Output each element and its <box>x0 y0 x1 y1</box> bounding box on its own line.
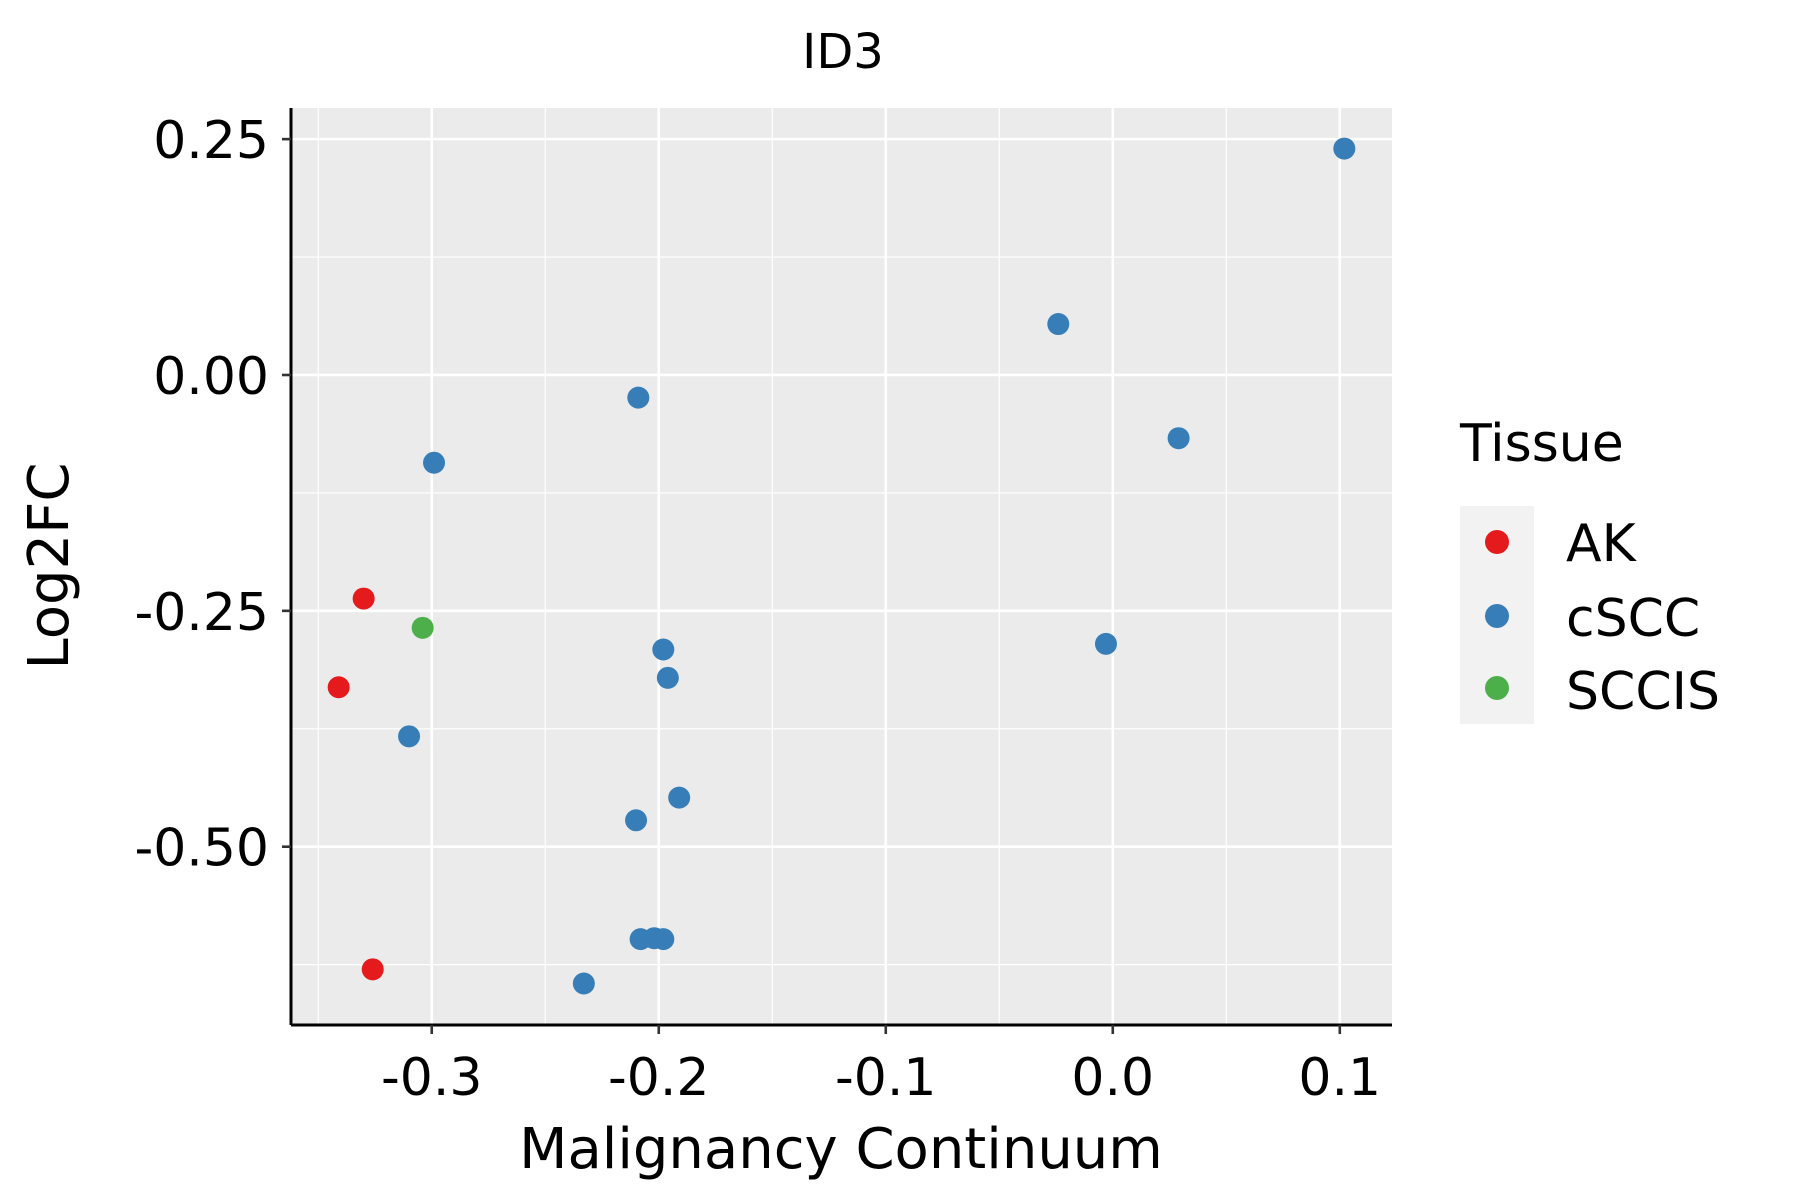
legend-label-ak: AK <box>1566 514 1638 574</box>
legend: Tissue AK cSCC SCCIS <box>1459 414 1720 724</box>
x-tick-label: -0.1 <box>835 1048 936 1108</box>
data-point-ak <box>361 958 384 981</box>
data-point-cscc <box>1167 427 1190 450</box>
data-point-sccis <box>411 616 434 639</box>
data-point-cscc <box>627 386 650 409</box>
data-point-ak <box>327 676 350 699</box>
data-point-cscc <box>625 809 648 832</box>
x-tick-label: 0.0 <box>1071 1048 1154 1108</box>
data-point-cscc <box>398 725 421 748</box>
y-tick-label: -0.50 <box>134 819 269 879</box>
legend-label-cscc: cSCC <box>1566 589 1700 649</box>
legend-key-sccis <box>1485 676 1509 700</box>
data-point-cscc <box>656 666 679 689</box>
x-tick-label: -0.2 <box>608 1048 709 1108</box>
x-tick-label: 0.1 <box>1298 1048 1381 1108</box>
data-point-cscc <box>652 928 675 951</box>
legend-key-cscc <box>1485 604 1509 628</box>
x-axis-label: Malignancy Continuum <box>519 1117 1163 1182</box>
y-tick-label: -0.25 <box>134 583 269 643</box>
legend-title: Tissue <box>1459 414 1624 474</box>
data-point-ak <box>352 587 375 610</box>
y-tick-label: 0.00 <box>153 347 269 407</box>
legend-label-sccis: SCCIS <box>1566 662 1720 722</box>
data-point-cscc <box>572 972 595 995</box>
data-point-cscc <box>1094 632 1117 655</box>
x-axis-ticks: -0.3 -0.2 -0.1 0.0 0.1 <box>381 1025 1381 1108</box>
data-point-cscc <box>668 786 691 809</box>
y-axis-ticks: -0.50 -0.25 0.00 0.25 <box>134 111 291 879</box>
chart-title: ID3 <box>802 24 884 80</box>
data-point-cscc <box>652 638 675 661</box>
minor-gridlines <box>291 108 1392 1025</box>
data-point-cscc <box>423 451 446 474</box>
y-axis-label: Log2FC <box>17 463 82 670</box>
x-tick-label: -0.3 <box>381 1048 482 1108</box>
data-points <box>327 137 1356 995</box>
major-gridlines <box>291 108 1392 1025</box>
y-tick-label: 0.25 <box>153 111 269 171</box>
plot-panel <box>291 108 1392 1025</box>
data-point-cscc <box>1047 313 1070 336</box>
data-point-cscc <box>1333 137 1356 160</box>
legend-key-ak <box>1485 530 1509 554</box>
